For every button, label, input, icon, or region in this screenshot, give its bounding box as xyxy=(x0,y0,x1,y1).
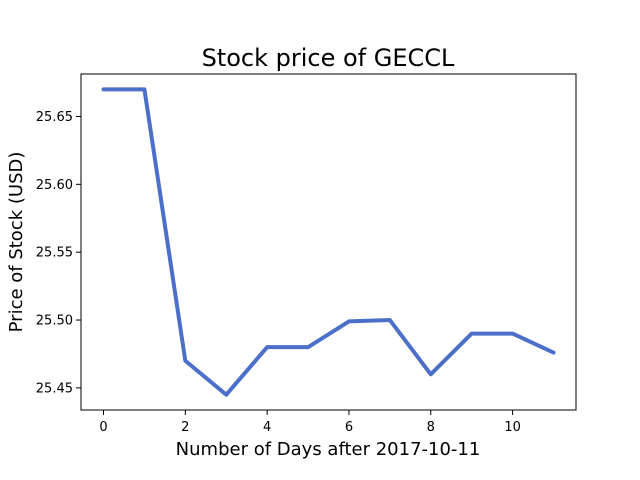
y-tick-label: 25.45 xyxy=(36,381,73,396)
x-tick-label: 0 xyxy=(99,420,107,435)
x-tick-label: 4 xyxy=(263,420,271,435)
y-axis-ticks: 25.45 25.50 25.55 25.60 25.65 xyxy=(36,110,81,396)
series-line xyxy=(101,87,556,397)
x-tick-label: 2 xyxy=(181,420,189,435)
y-tick-label: 25.65 xyxy=(36,110,73,125)
x-axis-label: Number of Days after 2017-10-11 xyxy=(176,439,481,460)
plot-area xyxy=(80,73,577,411)
x-tick-label: 10 xyxy=(504,420,521,435)
y-tick-label: 25.60 xyxy=(36,178,73,193)
x-axis-ticks: 0 2 4 6 8 10 xyxy=(99,410,521,435)
y-tick-label: 25.55 xyxy=(36,246,73,261)
x-tick-label: 8 xyxy=(427,420,435,435)
y-axis-label: Price of Stock (USD) xyxy=(6,152,27,333)
x-tick-label: 6 xyxy=(345,420,353,435)
y-tick-label: 25.50 xyxy=(36,314,73,329)
plot-frame xyxy=(80,73,577,411)
chart-title: Stock price of GECCL xyxy=(202,44,455,72)
